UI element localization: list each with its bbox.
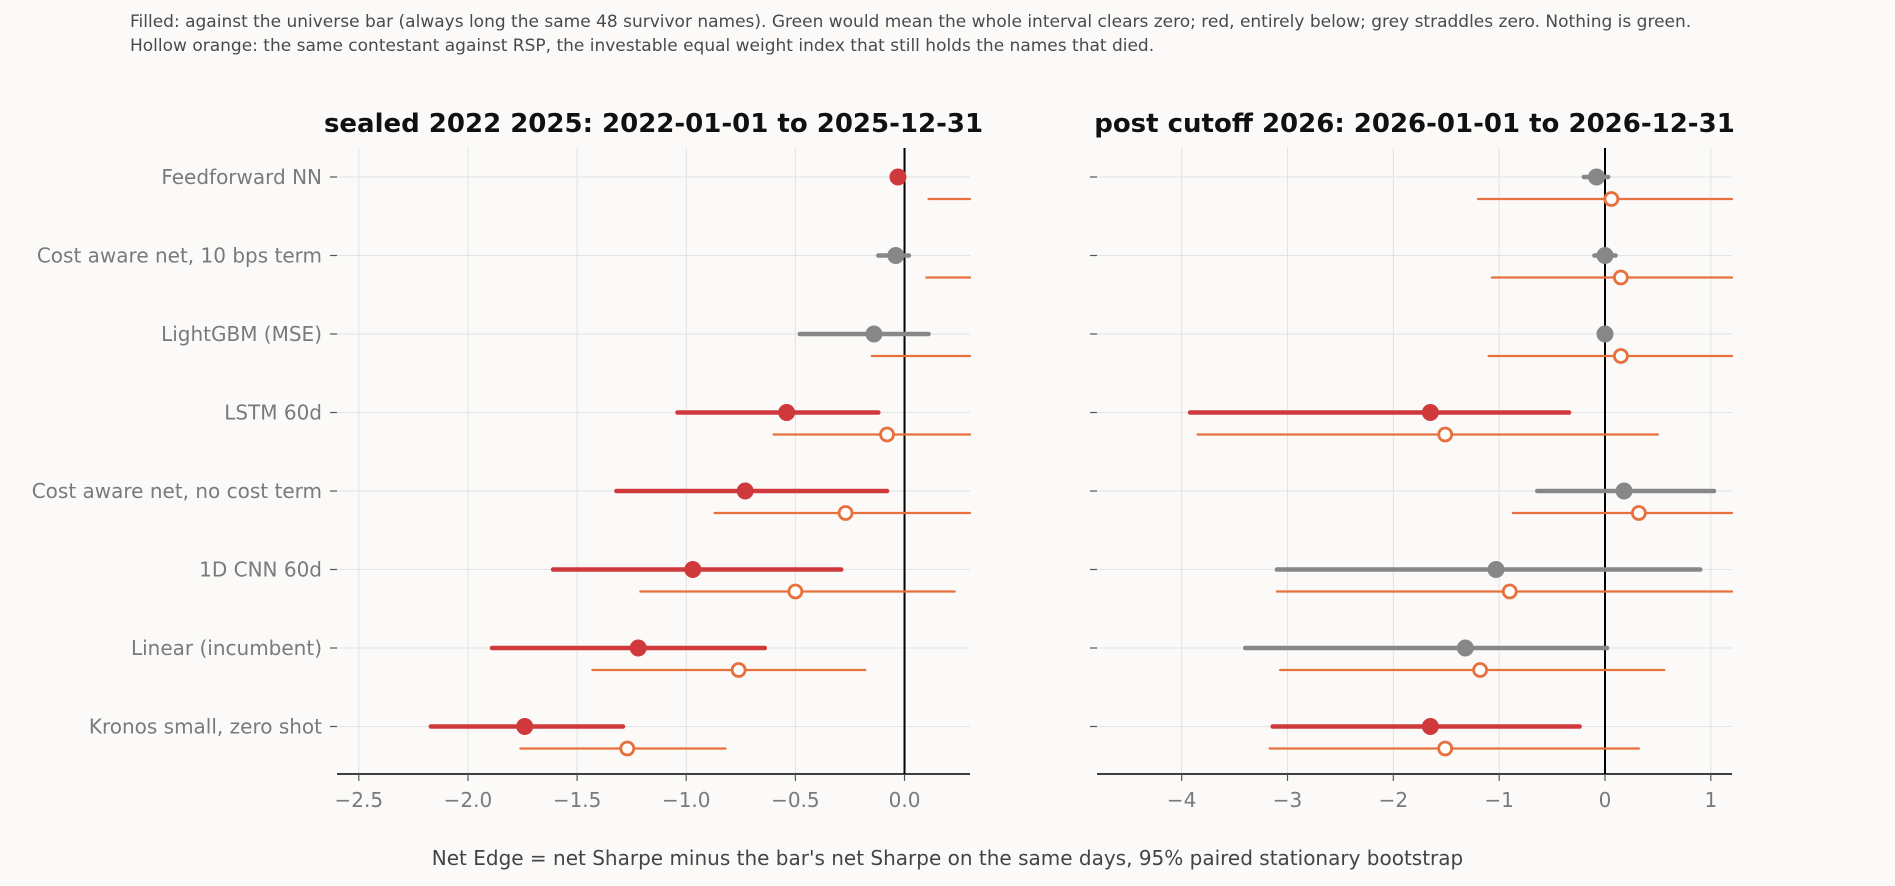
- ytick-label: Cost aware net, no cost term: [32, 479, 322, 503]
- panel-2-xtick-label: −1: [1484, 788, 1513, 812]
- bar-point: [1487, 561, 1505, 578]
- bar-point: [1588, 168, 1606, 186]
- ytick-label: LightGBM (MSE): [161, 322, 322, 346]
- panel-2-xtick-label: −4: [1167, 788, 1196, 812]
- panel-1-xtick-label: −2.5: [335, 788, 384, 812]
- panel-2-title: post cutoff 2026: 2026-01-01 to 2026-12-…: [1094, 109, 1735, 139]
- panel-2-xtick-label: −3: [1273, 788, 1302, 812]
- rsp-point: [619, 740, 636, 757]
- rsp-point: [1612, 348, 1629, 364]
- bar-point: [1596, 325, 1614, 343]
- rsp-point: [1437, 740, 1454, 757]
- ytick-label: Feedforward NN: [161, 165, 322, 189]
- panel-1-xtick-label: −2.0: [444, 788, 493, 812]
- bar-point: [1596, 247, 1614, 264]
- caption-line-1: Filled: against the universe bar (always…: [130, 12, 1692, 32]
- rsp-point: [1612, 269, 1629, 286]
- bar-point: [889, 168, 907, 186]
- bar-point: [778, 404, 796, 421]
- bar-point: [629, 639, 647, 657]
- bar-point: [1421, 404, 1439, 421]
- bar-point: [1615, 482, 1633, 500]
- panel-1-xtick-label: −1.5: [553, 788, 602, 812]
- rsp-point: [787, 583, 804, 600]
- bar-point: [865, 325, 883, 343]
- bar-point: [736, 482, 754, 500]
- caption-line-2: Hollow orange: the same contestant again…: [130, 36, 1155, 56]
- forest-plot: sealed 2022 2025: 2022-01-01 to 2025-12-…: [32, 109, 1735, 812]
- rsp-point: [730, 662, 747, 678]
- ytick-label: LSTM 60d: [224, 401, 322, 425]
- ytick-label: Cost aware net, 10 bps term: [37, 244, 322, 268]
- panel-1-xtick-label: −1.0: [662, 788, 711, 812]
- ytick-label: 1D CNN 60d: [199, 558, 322, 582]
- rsp-point: [1603, 191, 1620, 207]
- rsp-point: [1630, 505, 1647, 521]
- panel-2-xtick-label: −2: [1379, 788, 1408, 812]
- panel-1-xtick-label: −0.5: [771, 788, 820, 812]
- panel-1-xtick-label: 0.0: [889, 788, 921, 812]
- x-axis-label: Net Edge = net Sharpe minus the bar's ne…: [431, 846, 1464, 870]
- panel-2-xtick-label: 1: [1704, 788, 1717, 812]
- bar-point: [684, 561, 702, 578]
- panel-1-title: sealed 2022 2025: 2022-01-01 to 2025-12-…: [324, 109, 983, 139]
- panel-2-xtick-label: 0: [1599, 788, 1612, 812]
- bar-point: [887, 247, 905, 264]
- rsp-point: [1501, 583, 1518, 600]
- ytick-label: Kronos small, zero shot: [89, 715, 322, 739]
- bar-point: [1456, 639, 1474, 657]
- bar-point: [1421, 718, 1439, 735]
- rsp-point: [1472, 662, 1489, 678]
- rsp-point: [837, 505, 854, 521]
- bar-point: [516, 718, 534, 735]
- rsp-point: [879, 426, 895, 443]
- ytick-label: Linear (incumbent): [131, 636, 322, 660]
- rsp-point: [1437, 426, 1454, 443]
